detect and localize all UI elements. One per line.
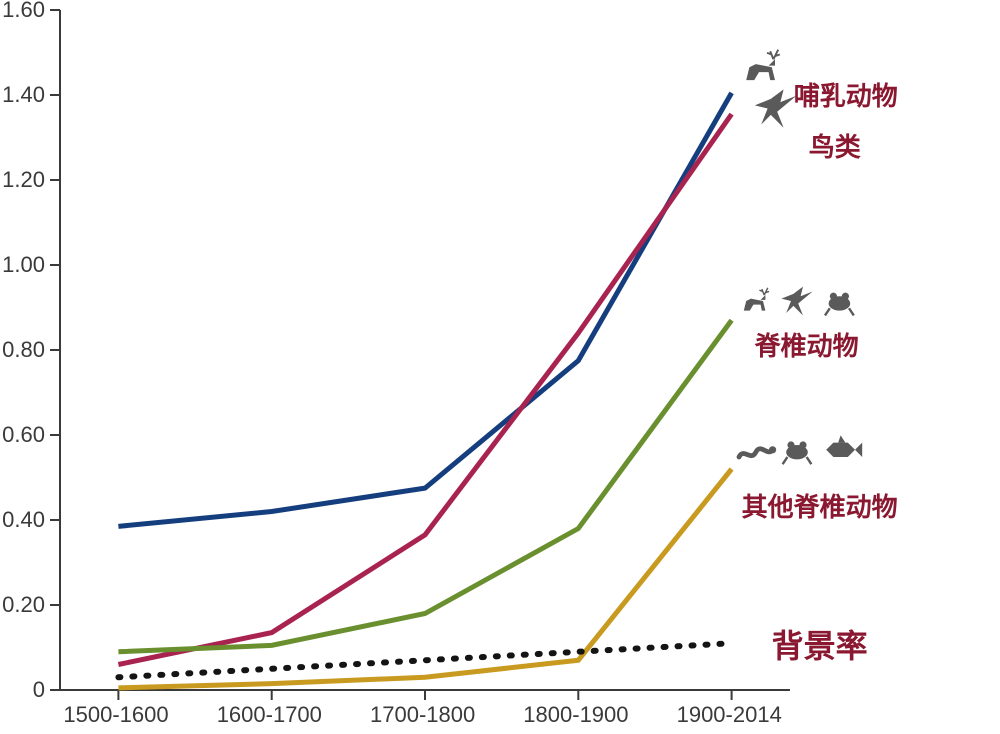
deer-icon (746, 50, 780, 80)
fish-icon (826, 435, 862, 457)
series-label-other-vertebrates: 其他脊椎动物 (742, 487, 898, 524)
frog-icon (783, 441, 812, 464)
series-label-mammals: 哺乳动物 (794, 76, 898, 113)
series-label-background-rate: 背景率 (772, 621, 868, 667)
series-mammals (118, 93, 731, 527)
y-tick-label: 0.60 (2, 422, 45, 448)
y-tick-label: 1.20 (2, 167, 45, 193)
x-tick-label: 1700-1800 (370, 702, 475, 728)
swallow-small-icon (781, 287, 812, 316)
x-tick-label: 1500-1600 (63, 702, 168, 728)
series-other-vertebrates (118, 469, 731, 688)
snake-icon (739, 446, 776, 457)
y-tick-label: 1.40 (2, 82, 45, 108)
extinction-rate-chart: 0 0.20 0.40 0.60 0.80 1.00 1.20 1.40 1.60 1500-16… (0, 0, 1000, 734)
series-label-birds: 鸟类 (809, 127, 861, 164)
y-tick-label: 1.60 (2, 0, 45, 23)
y-tick-label: 0 (33, 677, 45, 703)
frog-icon (825, 293, 854, 316)
x-tick-label: 1600-1700 (217, 702, 322, 728)
x-tick-label: 1800-1900 (523, 702, 628, 728)
swallow-icon (755, 89, 797, 127)
y-tick-label: 1.00 (2, 252, 45, 278)
y-tick-label: 0.80 (2, 337, 45, 363)
series-label-vertebrates: 脊椎动物 (755, 326, 859, 363)
y-tick-label: 0.20 (2, 592, 45, 618)
x-tick-label: 1900-2014 (677, 702, 782, 728)
y-tick-label: 0.40 (2, 507, 45, 533)
deer-small-icon (744, 288, 769, 311)
